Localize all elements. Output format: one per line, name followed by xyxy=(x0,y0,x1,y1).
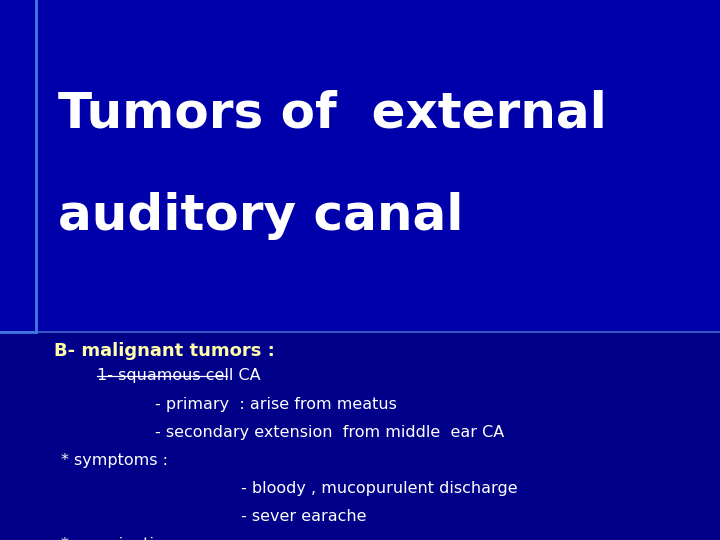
Text: - sever earache: - sever earache xyxy=(241,509,366,524)
FancyBboxPatch shape xyxy=(0,332,720,540)
Text: 1- squamous cell CA: 1- squamous cell CA xyxy=(97,368,266,383)
Text: auditory canal: auditory canal xyxy=(58,192,463,240)
Text: - primary  : arise from meatus: - primary : arise from meatus xyxy=(155,396,397,411)
Text: * examination :: * examination : xyxy=(61,537,185,540)
Text: Tumors of  external: Tumors of external xyxy=(58,90,606,137)
FancyBboxPatch shape xyxy=(0,0,720,332)
Text: - secondary extension  from middle  ear CA: - secondary extension from middle ear CA xyxy=(155,424,504,440)
Text: B- malignant tumors :: B- malignant tumors : xyxy=(54,342,275,360)
Text: * symptoms :: * symptoms : xyxy=(61,453,168,468)
Text: - bloody , mucopurulent discharge: - bloody , mucopurulent discharge xyxy=(241,481,518,496)
